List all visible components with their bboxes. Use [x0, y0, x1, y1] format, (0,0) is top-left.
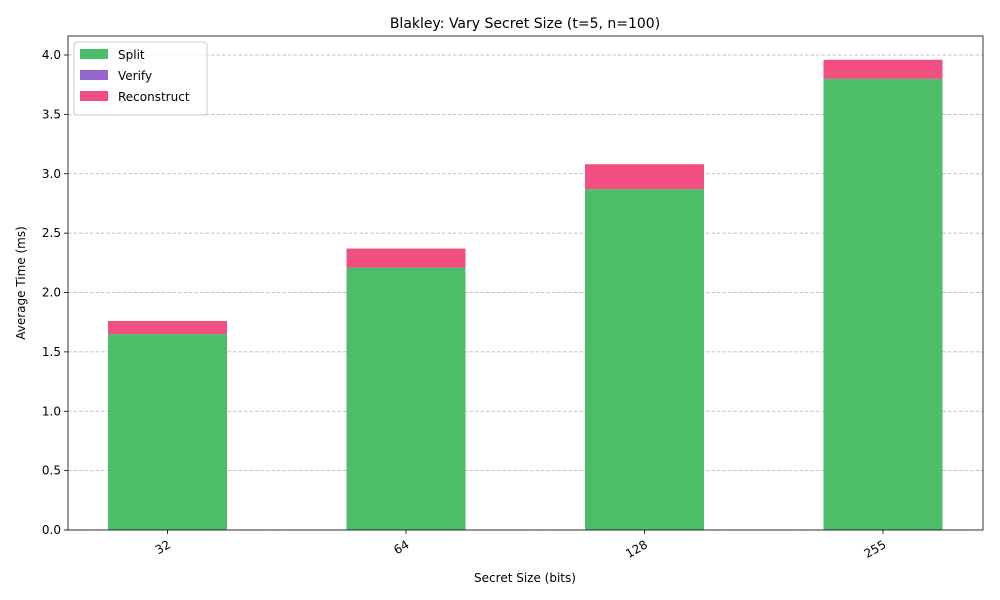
y-tick-label: 0.0 — [42, 523, 61, 537]
legend-swatch-reconstruct — [80, 91, 108, 101]
y-axis-ticks: 0.0 0.5 1.0 1.5 2.0 2.5 3.0 3.5 4.0 — [42, 48, 68, 537]
bar-reconstruct-255 — [823, 59, 943, 79]
x-tick-label: 64 — [391, 537, 411, 557]
x-tick-label: 128 — [623, 537, 650, 561]
y-tick-label: 1.5 — [42, 345, 61, 359]
bar-reconstruct-128 — [585, 164, 704, 190]
bar-reconstruct-32 — [108, 321, 227, 335]
axes-frame — [67, 35, 984, 531]
legend-label-split: Split — [118, 48, 145, 62]
y-tick-label: 2.5 — [42, 226, 61, 240]
bar-split-255 — [823, 78, 943, 530]
x-tick-label: 32 — [153, 537, 173, 557]
y-tick-label: 3.5 — [42, 107, 61, 121]
y-axis-label: Average Time (ms) — [14, 226, 28, 340]
x-axis-label: Secret Size (bits) — [474, 571, 576, 585]
x-tick-label: 255 — [862, 537, 889, 561]
bar-split-32 — [108, 334, 227, 530]
bar-reconstruct-64 — [346, 248, 466, 268]
y-tick-label: 3.0 — [42, 167, 61, 181]
legend-label-verify: Verify — [118, 69, 152, 83]
bars — [108, 59, 943, 530]
legend: Split Verify Reconstruct — [73, 41, 208, 116]
y-tick-label: 0.5 — [42, 464, 61, 478]
bar-split-128 — [585, 189, 704, 530]
x-axis-ticks: 32 64 128 255 — [153, 530, 889, 561]
chart-title: Blakley: Vary Secret Size (t=5, n=100) — [390, 16, 660, 32]
bar-split-64 — [346, 267, 466, 530]
y-tick-label: 2.0 — [42, 286, 61, 300]
y-tick-label: 4.0 — [42, 48, 61, 62]
legend-swatch-verify — [80, 70, 108, 80]
y-tick-label: 1.0 — [42, 404, 61, 418]
legend-label-reconstruct: Reconstruct — [118, 90, 190, 104]
legend-swatch-split — [80, 49, 108, 59]
